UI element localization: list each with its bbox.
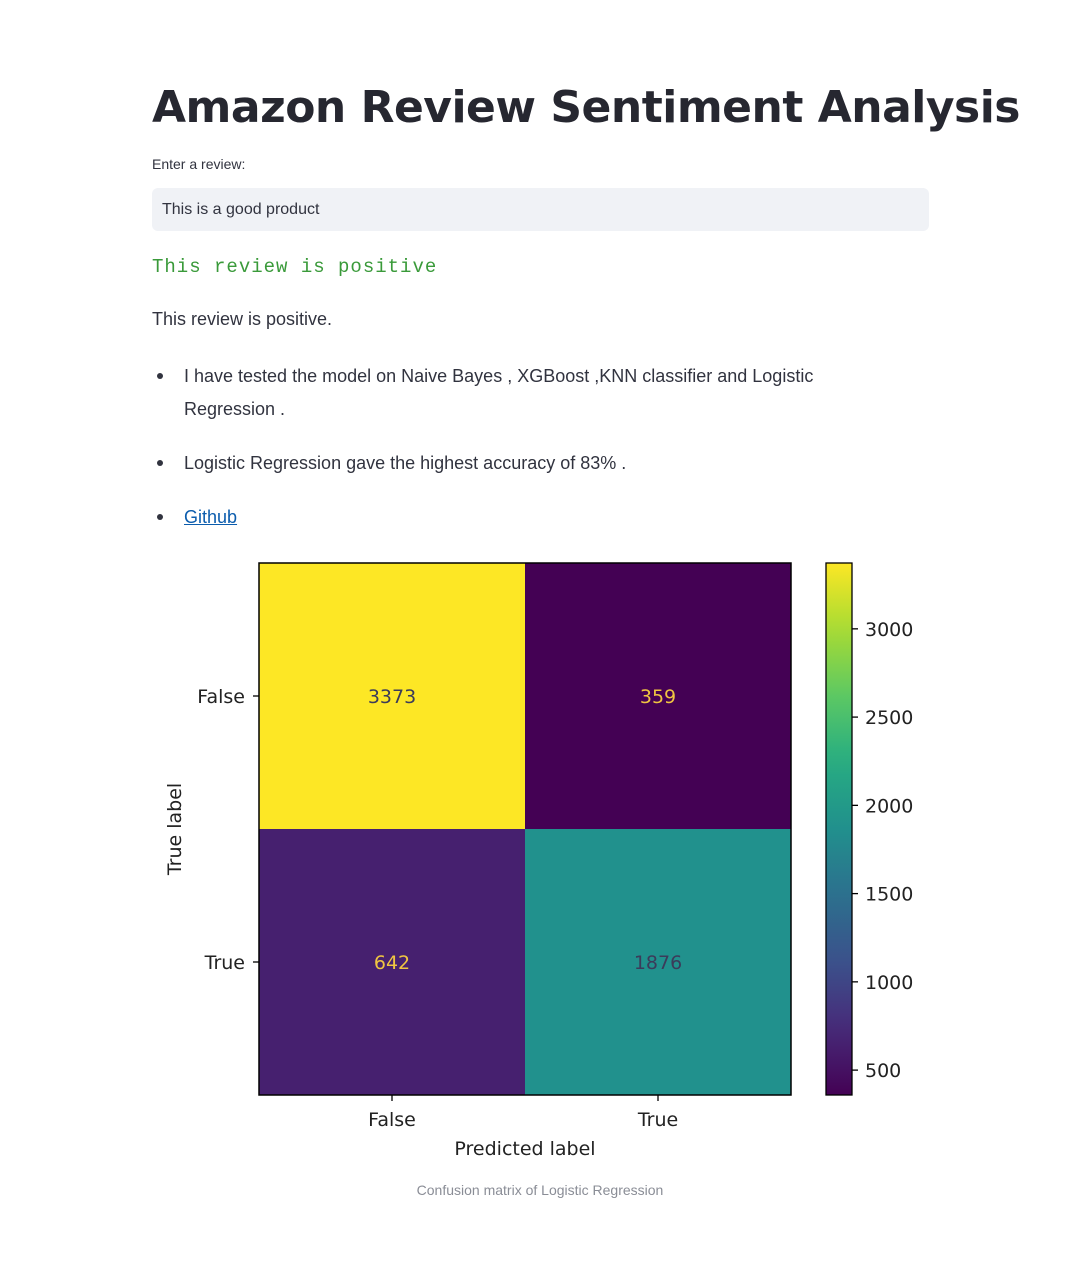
colorbar-tick-label: 1000 (865, 972, 913, 994)
note-models-tested: I have tested the model on Naive Bayes ,… (184, 366, 814, 419)
github-link[interactable]: Github (184, 507, 238, 527)
cell-value-label: 1876 (634, 952, 682, 974)
colorbar-tick-label: 2500 (865, 707, 913, 729)
plot-frame (258, 562, 792, 1096)
cell-value-label: 642 (374, 952, 410, 974)
y-axis-label: True label (164, 783, 186, 876)
x-tick-label: True (637, 1109, 678, 1131)
notes-list: I have tested the model on Naive Bayes ,… (152, 360, 872, 555)
y-tick-label: True (204, 952, 245, 974)
x-tick-label: False (368, 1109, 416, 1131)
matrix-cell (259, 829, 525, 1095)
y-tick-label: False (197, 686, 245, 708)
matrix-cell (525, 563, 791, 829)
figure-caption: Confusion matrix of Logistic Regression (416, 1182, 664, 1198)
colorbar-tick-label: 1500 (865, 884, 913, 906)
result-text: This review is positive. (152, 309, 333, 329)
colorbar-tick-label: 3000 (865, 619, 913, 641)
list-item: Github (152, 501, 872, 534)
cell-value-label: 3373 (368, 686, 416, 708)
review-input-label: Enter a review: (152, 156, 246, 172)
matrix-cell (525, 829, 791, 1095)
result-code-block: This review is positive (152, 256, 438, 278)
list-item: Logistic Regression gave the highest acc… (152, 447, 872, 480)
confusion-matrix-figure: 3373 359 642 1876 False True False True Predicte… (160, 548, 930, 1168)
note-accuracy: Logistic Regression gave the highest acc… (184, 453, 627, 473)
x-axis-label: Predicted label (454, 1138, 595, 1160)
review-input[interactable] (152, 188, 929, 231)
colorbar-tick-label: 2000 (865, 795, 913, 817)
cell-value-label: 359 (640, 686, 676, 708)
matrix-cell (259, 563, 525, 829)
page-title: Amazon Review Sentiment Analysis (152, 82, 1021, 133)
colorbar (825, 562, 853, 1096)
confusion-matrix-chart: 3373 359 642 1876 False True False True Predicte… (164, 562, 913, 1160)
list-item: I have tested the model on Naive Bayes ,… (152, 360, 872, 426)
colorbar-tick-label: 500 (865, 1060, 901, 1082)
